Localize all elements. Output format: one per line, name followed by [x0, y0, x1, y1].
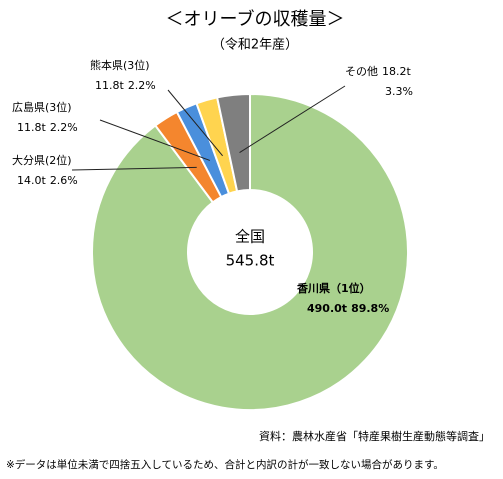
- value-label-line: 11.8t 2.2%: [95, 79, 156, 92]
- total-label: 545.8t: [226, 252, 275, 270]
- leader-line: [239, 85, 346, 153]
- value-label-line: 11.8t 2.2%: [17, 121, 78, 134]
- category-label: 大分県(2位): [12, 153, 72, 167]
- percent-label: 89.8%: [351, 302, 389, 315]
- value-label-line: 490.0t 89.8%: [307, 302, 389, 315]
- leader-line: [99, 119, 211, 161]
- percent-label: 2.6%: [50, 174, 78, 187]
- leader-line: [167, 89, 223, 157]
- slice: [91, 92, 409, 411]
- center-label: 全国: [235, 228, 265, 246]
- value-label-line: 14.0t 2.6%: [17, 174, 78, 187]
- chart-subtitle: （令和2年産）: [212, 37, 298, 53]
- leader-line: [71, 166, 197, 171]
- category-label: 熊本県(3位): [90, 58, 150, 72]
- percent-label: 3.3%: [385, 85, 413, 98]
- percent-label: 2.2%: [128, 79, 156, 92]
- category-label: その他: [345, 65, 378, 78]
- slice: [215, 92, 251, 193]
- percent-label: 2.2%: [50, 121, 78, 134]
- donut: [91, 92, 409, 411]
- slice-label: その他 18.2t: [345, 65, 411, 78]
- note: ※データは単位未満で四捨五入しているため、合計と内訳の計が一致しない場合がありま…: [6, 458, 444, 471]
- chart-title: ＜オリーブの収穫量＞: [166, 8, 345, 30]
- category-label: 香川県（1位）: [296, 281, 371, 295]
- value-label: 490.0t: [307, 302, 347, 315]
- value-label: 11.8t: [17, 121, 46, 134]
- value-label: 14.0t: [17, 174, 46, 187]
- value-label: 11.8t: [95, 79, 124, 92]
- category-label: 広島県(3位): [12, 100, 72, 114]
- value-label: 18.2t: [382, 65, 411, 78]
- source: 資料：農林水産省「特産果樹生産動態等調査」: [259, 429, 490, 443]
